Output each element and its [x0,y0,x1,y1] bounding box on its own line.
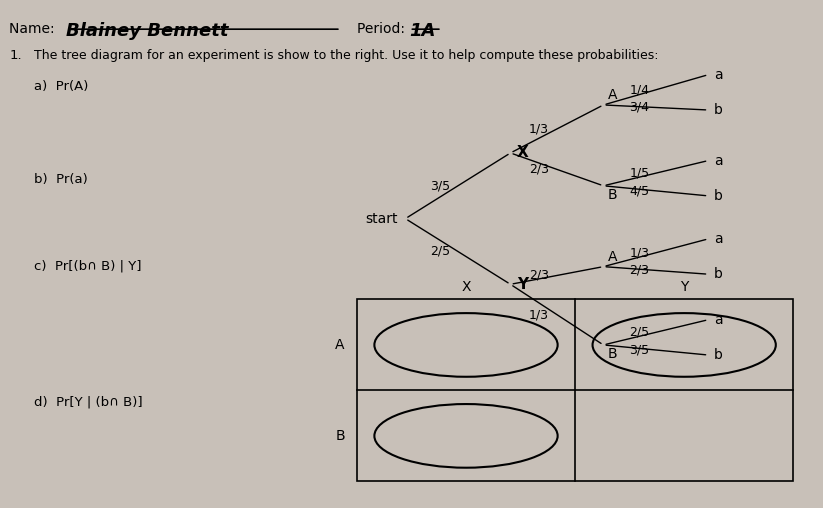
Text: Y: Y [517,277,528,292]
Text: 3/5: 3/5 [630,343,649,357]
Text: b)  Pr(a): b) Pr(a) [34,173,87,186]
Text: 4/5: 4/5 [630,184,649,197]
Text: 1A: 1A [410,22,436,40]
Text: b: b [714,189,723,203]
Text: 2/5: 2/5 [630,326,649,339]
Text: start: start [365,212,398,226]
Text: 1/4: 1/4 [630,83,649,97]
Text: Y: Y [680,280,688,294]
Text: 3/5: 3/5 [430,179,450,193]
Text: 1/3: 1/3 [529,308,549,321]
Text: b: b [714,348,723,362]
Text: X: X [461,280,471,294]
Text: X: X [517,145,528,161]
Text: Name:: Name: [10,22,59,36]
Text: 1/3: 1/3 [630,246,649,259]
Text: Period:: Period: [357,22,409,36]
Text: 2/3: 2/3 [630,264,649,277]
Text: 3/4: 3/4 [630,101,649,114]
Text: B: B [607,347,617,362]
Text: A: A [607,250,617,264]
Text: Blainey Bennett: Blainey Bennett [66,22,229,40]
Text: 1.: 1. [10,49,22,62]
Text: 2/3: 2/3 [529,163,549,176]
Text: a: a [714,68,723,82]
Bar [357,300,793,482]
Text: a: a [714,153,723,168]
Text: 2/3: 2/3 [529,269,549,282]
Text: d)  Pr[Y | (b∩ B)]: d) Pr[Y | (b∩ B)] [34,395,142,408]
Text: b: b [714,267,723,281]
Text: 2/5: 2/5 [430,245,450,258]
Text: a: a [714,232,723,246]
Text: B: B [607,188,617,202]
Text: a: a [714,313,723,327]
Text: A: A [607,88,617,103]
Text: 1/3: 1/3 [529,122,549,136]
Text: c)  Pr[(b∩ B) | Y]: c) Pr[(b∩ B) | Y] [34,259,142,272]
Text: B: B [335,429,345,443]
Text: a)  Pr(A): a) Pr(A) [34,80,88,92]
Text: b: b [714,103,723,117]
Text: The tree diagram for an experiment is show to the right. Use it to help compute : The tree diagram for an experiment is sh… [34,49,658,62]
Text: A: A [335,338,345,352]
Text: 1/5: 1/5 [630,167,649,180]
